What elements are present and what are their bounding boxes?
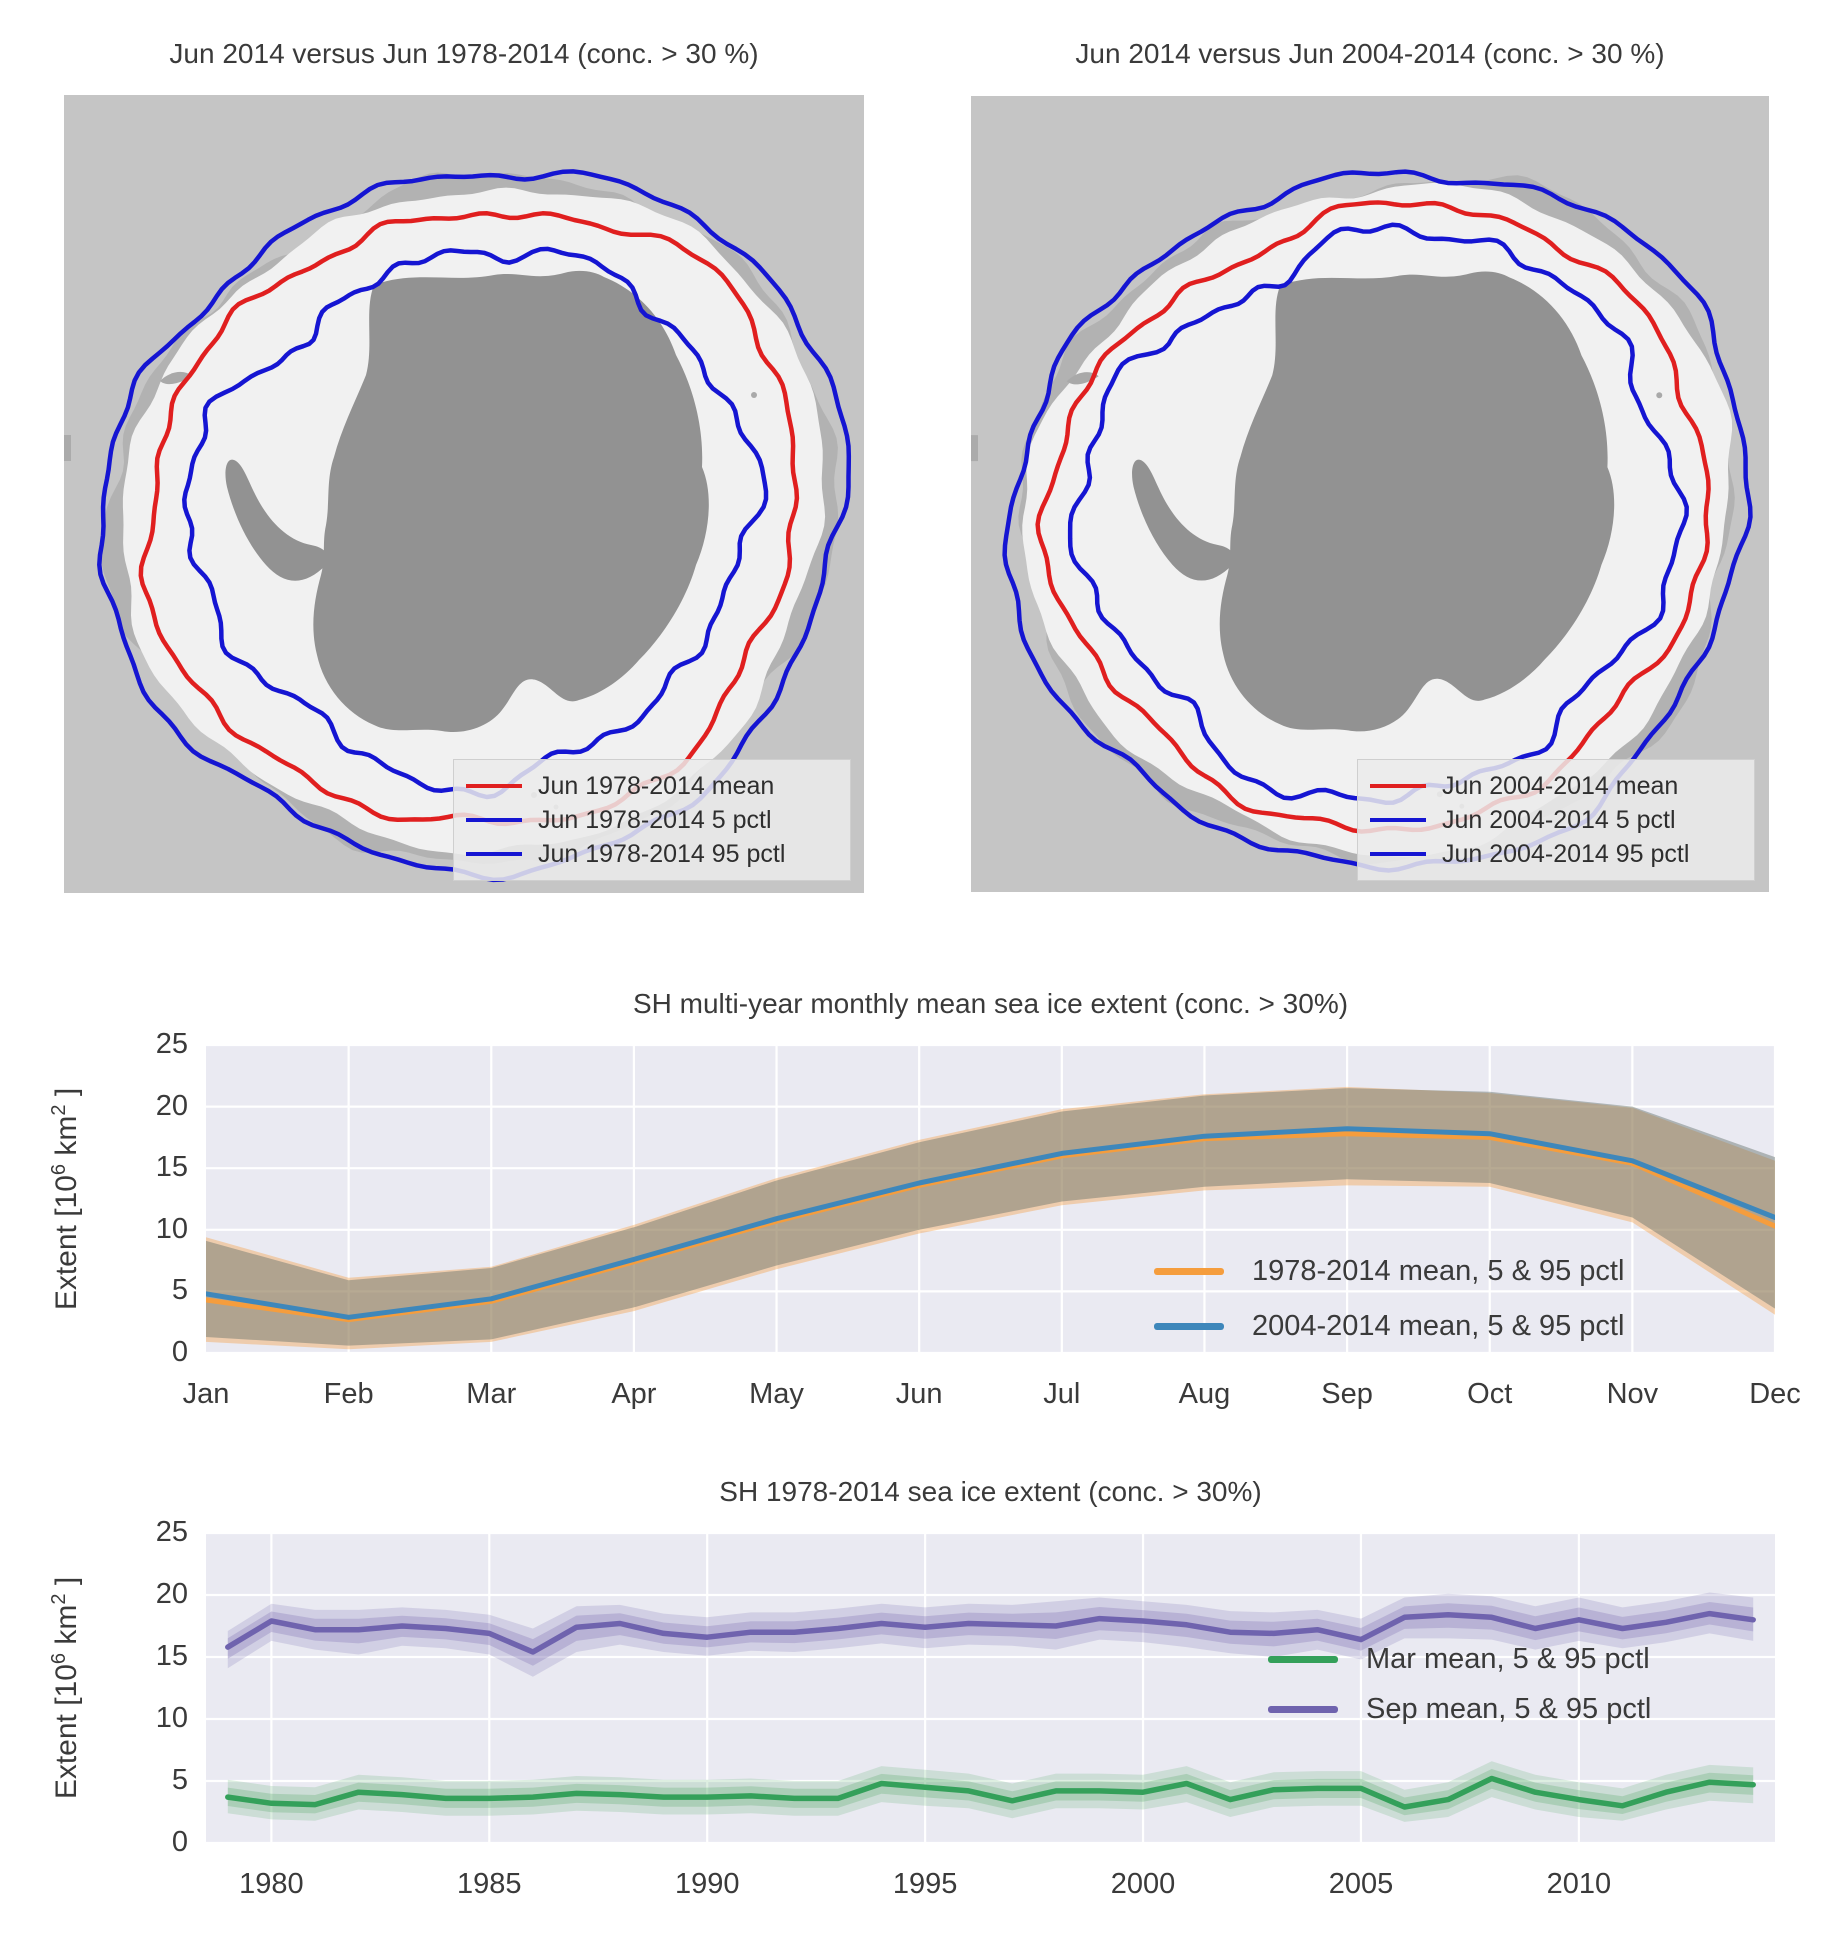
pctl5-line-swatch bbox=[1370, 818, 1426, 822]
tick-label: Sep bbox=[1321, 1378, 1373, 1410]
series-2004-swatch bbox=[1154, 1323, 1224, 1330]
legend-item: Jun 1978-2014 mean bbox=[466, 769, 838, 803]
tick-label: 20 bbox=[155, 1578, 188, 1610]
legend-item: 1978-2014 mean, 5 & 95 pctl bbox=[1154, 1244, 1624, 1299]
tick-label: 10 bbox=[155, 1212, 188, 1245]
annual-chart-ylabel: Extent [106 km2 ] bbox=[48, 1576, 83, 1800]
tick-label: 25 bbox=[155, 1028, 188, 1060]
monthly-chart-legend: 1978-2014 mean, 5 & 95 pctl 2004-2014 me… bbox=[1154, 1244, 1624, 1354]
tick-label: 20 bbox=[155, 1089, 188, 1122]
tick-label: Dec bbox=[1749, 1378, 1801, 1410]
map-panel-2004-2014: Jun 2004-2014 mean Jun 2004-2014 5 pctl … bbox=[971, 95, 1769, 893]
monthly-extent-chart bbox=[203, 1043, 1778, 1355]
tick-label: Apr bbox=[611, 1378, 657, 1410]
map-panel-1978-2014: Jun 1978-2014 mean Jun 1978-2014 5 pctl … bbox=[63, 95, 865, 893]
tick-label: 1980 bbox=[239, 1868, 304, 1900]
map-right-title: Jun 2014 versus Jun 2004-2014 (conc. > 3… bbox=[1075, 38, 1665, 69]
tick-label: 2010 bbox=[1546, 1868, 1612, 1900]
pctl95-line-swatch bbox=[466, 852, 522, 856]
legend-item: Jun 1978-2014 95 pctl bbox=[466, 837, 838, 871]
legend-item: Jun 1978-2014 5 pctl bbox=[466, 803, 838, 837]
annual-chart-legend: Mar mean, 5 & 95 pctl Sep mean, 5 & 95 p… bbox=[1268, 1634, 1651, 1734]
pctl95-line-swatch bbox=[1370, 852, 1426, 856]
tick-label: Jun bbox=[895, 1378, 943, 1410]
legend-label: Jun 1978-2014 mean bbox=[538, 771, 775, 800]
legend-label: Jun 1978-2014 95 pctl bbox=[538, 839, 786, 868]
tick-label: Mar bbox=[466, 1378, 517, 1410]
legend-label: Mar mean, 5 & 95 pctl bbox=[1366, 1642, 1650, 1675]
tick-label: Nov bbox=[1606, 1378, 1659, 1410]
tick-label: Feb bbox=[323, 1378, 374, 1410]
antarctica-map-1978-2014 bbox=[64, 95, 864, 893]
legend-item: 2004-2014 mean, 5 & 95 pctl bbox=[1154, 1299, 1624, 1354]
map-right-legend: Jun 2004-2014 mean Jun 2004-2014 5 pctl … bbox=[1357, 759, 1755, 881]
monthly-chart-ylabel: Extent [106 km2 ] bbox=[48, 1087, 83, 1311]
tick-label: 15 bbox=[155, 1151, 188, 1184]
tick-label: 0 bbox=[171, 1826, 188, 1858]
tick-label: 2000 bbox=[1110, 1868, 1176, 1900]
series-1978-swatch bbox=[1154, 1268, 1224, 1275]
legend-label: Jun 2004-2014 mean bbox=[1442, 771, 1679, 800]
map-left-legend: Jun 1978-2014 mean Jun 1978-2014 5 pctl … bbox=[453, 759, 851, 881]
tick-label: 0 bbox=[171, 1336, 188, 1368]
tick-label: 1985 bbox=[457, 1868, 522, 1900]
legend-item: Jun 2004-2014 mean bbox=[1370, 769, 1742, 803]
legend-label: Jun 1978-2014 5 pctl bbox=[538, 805, 772, 834]
tick-label: 2005 bbox=[1328, 1868, 1394, 1900]
legend-label: Jun 2004-2014 5 pctl bbox=[1442, 805, 1676, 834]
mar-series-swatch bbox=[1268, 1655, 1338, 1663]
legend-label: 2004-2014 mean, 5 & 95 pctl bbox=[1252, 1310, 1625, 1342]
pctl5-line-swatch bbox=[466, 818, 522, 822]
tick-label: 5 bbox=[171, 1274, 188, 1307]
legend-label: Sep mean, 5 & 95 pctl bbox=[1366, 1692, 1652, 1725]
monthly-chart-plot-area bbox=[203, 1043, 1778, 1355]
legend-label: 1978-2014 mean, 5 & 95 pctl bbox=[1252, 1255, 1625, 1287]
tick-label: 1995 bbox=[892, 1868, 958, 1900]
annual-chart-title: SH 1978-2014 sea ice extent (conc. > 30%… bbox=[719, 1476, 1262, 1507]
legend-label: Jun 2004-2014 95 pctl bbox=[1442, 839, 1690, 868]
monthly-chart-title: SH multi-year monthly mean sea ice exten… bbox=[632, 988, 1349, 1019]
tick-label: 15 bbox=[155, 1640, 188, 1672]
tick-label: May bbox=[749, 1378, 804, 1410]
sep-series-swatch bbox=[1268, 1705, 1338, 1713]
legend-item: Sep mean, 5 & 95 pctl bbox=[1268, 1684, 1651, 1734]
tick-label: Aug bbox=[1178, 1378, 1231, 1410]
tick-label: 1990 bbox=[674, 1868, 740, 1900]
legend-item: Mar mean, 5 & 95 pctl bbox=[1268, 1634, 1651, 1684]
tick-label: Oct bbox=[1467, 1378, 1513, 1410]
map-left-title: Jun 2014 versus Jun 1978-2014 (conc. > 3… bbox=[169, 38, 759, 69]
tick-label: 10 bbox=[155, 1702, 188, 1734]
mean-line-swatch bbox=[466, 784, 522, 788]
mean-line-swatch bbox=[1370, 784, 1426, 788]
legend-item: Jun 2004-2014 5 pctl bbox=[1370, 803, 1742, 837]
tick-label: 25 bbox=[155, 1516, 188, 1548]
tick-label: Jan bbox=[182, 1378, 230, 1410]
tick-label: Jul bbox=[1043, 1378, 1081, 1410]
legend-item: Jun 2004-2014 95 pctl bbox=[1370, 837, 1742, 871]
antarctica-map-2004-2014 bbox=[971, 95, 1769, 893]
tick-label: 5 bbox=[171, 1764, 188, 1796]
annual-chart-plot-area bbox=[206, 1531, 1775, 1845]
